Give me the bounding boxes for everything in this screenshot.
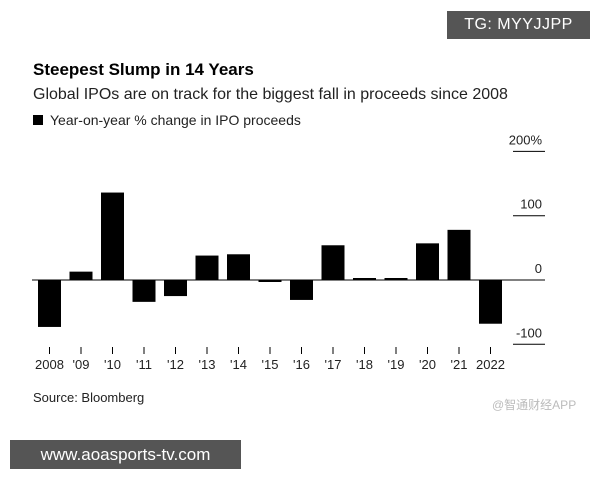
legend-swatch bbox=[33, 115, 43, 125]
x-tick-label: '18 bbox=[356, 357, 373, 372]
bar bbox=[384, 278, 408, 280]
x-tick-label: '14 bbox=[230, 357, 247, 372]
x-tick-label: '10 bbox=[104, 357, 121, 372]
x-tick-label: '15 bbox=[262, 357, 279, 372]
x-tick-label: '13 bbox=[199, 357, 216, 372]
watermark-bottom: www.aoasports-tv.com bbox=[10, 440, 241, 469]
watermark-top: TG: MYYJJPP bbox=[447, 11, 590, 39]
bar bbox=[479, 280, 502, 324]
x-tick-label: '09 bbox=[73, 357, 90, 372]
y-tick-label: -100 bbox=[516, 325, 542, 340]
source-note: Source: Bloomberg bbox=[33, 390, 145, 405]
bar bbox=[416, 243, 439, 280]
x-tick-label: '21 bbox=[451, 357, 468, 372]
y-tick-label: 100 bbox=[520, 197, 542, 212]
x-tick-label: '12 bbox=[167, 357, 184, 372]
bar bbox=[38, 280, 61, 327]
x-tick-label: 2008 bbox=[35, 357, 64, 372]
bar bbox=[290, 280, 313, 300]
x-tick-label: '11 bbox=[136, 357, 152, 372]
chart-legend: Year-on-year % change in IPO proceeds bbox=[33, 112, 301, 128]
watermark-app: @智通财经APP bbox=[492, 398, 577, 412]
bar bbox=[258, 280, 282, 282]
legend-label: Year-on-year % change in IPO proceeds bbox=[50, 112, 301, 128]
chart-subtitle: Global IPOs are on track for the biggest… bbox=[33, 86, 508, 103]
bar bbox=[132, 280, 156, 302]
chart-title: Steepest Slump in 14 Years bbox=[33, 60, 254, 79]
bar bbox=[353, 278, 376, 280]
bar bbox=[447, 229, 471, 280]
y-tick-label: 200% bbox=[509, 132, 543, 147]
y-tick-label: 0 bbox=[535, 261, 542, 276]
bar bbox=[227, 254, 250, 280]
bar bbox=[164, 280, 187, 297]
bar bbox=[321, 245, 345, 280]
bar bbox=[69, 271, 93, 280]
x-tick-label: '20 bbox=[419, 357, 436, 372]
x-tick-label: '16 bbox=[293, 357, 310, 372]
x-tick-label: 2022 bbox=[476, 357, 505, 372]
x-tick-label: '19 bbox=[388, 357, 405, 372]
bar bbox=[101, 192, 124, 280]
x-tick-label: '17 bbox=[325, 357, 342, 372]
bar bbox=[195, 255, 219, 280]
